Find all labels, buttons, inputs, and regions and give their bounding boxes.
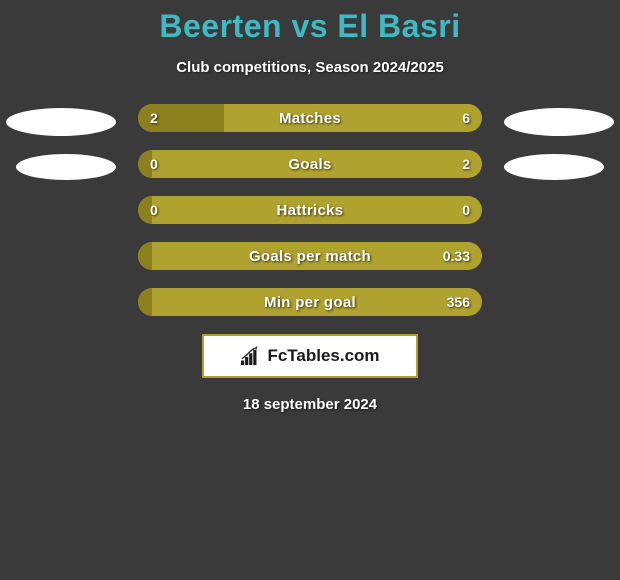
- stat-row-min-per-goal: Min per goal 356: [138, 288, 482, 316]
- branding-box[interactable]: FcTables.com: [202, 334, 418, 378]
- stat-bars: 2 Matches 6 0 Goals 2 0 Hattricks 0 Goal…: [138, 104, 482, 316]
- stat-right-value: 356: [447, 288, 470, 316]
- stat-label: Min per goal: [138, 288, 482, 316]
- player-left-badge: [6, 108, 116, 136]
- player-right-badge: [504, 108, 614, 136]
- stat-right-value: 6: [462, 104, 470, 132]
- stat-row-matches: 2 Matches 6: [138, 104, 482, 132]
- stat-row-goals-per-match: Goals per match 0.33: [138, 242, 482, 270]
- stat-label: Matches: [138, 104, 482, 132]
- stats-area: 2 Matches 6 0 Goals 2 0 Hattricks 0 Goal…: [0, 104, 620, 413]
- stat-row-goals: 0 Goals 2: [138, 150, 482, 178]
- stat-right-value: 0: [462, 196, 470, 224]
- stat-label: Goals: [138, 150, 482, 178]
- subtitle: Club competitions, Season 2024/2025: [0, 59, 620, 76]
- player-right-badge-2: [504, 154, 604, 180]
- fctables-logo-icon: [240, 346, 262, 366]
- comparison-card: Beerten vs El Basri Club competitions, S…: [0, 0, 620, 413]
- page-title: Beerten vs El Basri: [0, 8, 620, 45]
- stat-row-hattricks: 0 Hattricks 0: [138, 196, 482, 224]
- stat-right-value: 0.33: [443, 242, 470, 270]
- stat-right-value: 2: [462, 150, 470, 178]
- footer-date: 18 september 2024: [0, 396, 620, 413]
- branding-inner: FcTables.com: [240, 346, 379, 366]
- stat-label: Goals per match: [138, 242, 482, 270]
- stat-label: Hattricks: [138, 196, 482, 224]
- branding-text: FcTables.com: [267, 346, 379, 366]
- player-left-badge-2: [16, 154, 116, 180]
